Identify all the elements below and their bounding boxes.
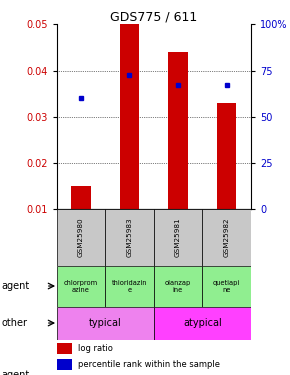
Bar — [57, 266, 105, 306]
Text: agent: agent — [1, 370, 30, 375]
Text: percentile rank within the sample: percentile rank within the sample — [78, 360, 220, 369]
Text: thioridazin
e: thioridazin e — [112, 279, 147, 292]
Text: quetiapi
ne: quetiapi ne — [213, 279, 240, 292]
Bar — [168, 52, 188, 209]
Bar — [154, 209, 202, 266]
Title: GDS775 / 611: GDS775 / 611 — [110, 10, 197, 23]
Text: atypical: atypical — [183, 318, 222, 328]
Bar — [71, 186, 90, 209]
Bar — [217, 103, 236, 209]
Bar — [202, 266, 251, 306]
Bar — [57, 209, 105, 266]
Bar — [120, 24, 139, 209]
Bar — [105, 266, 154, 306]
Bar — [105, 209, 154, 266]
Bar — [57, 343, 72, 354]
Bar — [57, 306, 154, 339]
Text: GSM25982: GSM25982 — [224, 217, 230, 257]
Text: chlorprom
azine: chlorprom azine — [64, 279, 98, 292]
Text: GSM25981: GSM25981 — [175, 217, 181, 257]
Bar — [57, 358, 72, 370]
Text: agent: agent — [1, 281, 30, 291]
Text: olanzap
ine: olanzap ine — [165, 279, 191, 292]
Text: typical: typical — [89, 318, 122, 328]
Text: log ratio: log ratio — [78, 344, 113, 353]
Bar — [202, 209, 251, 266]
Bar — [154, 306, 251, 339]
Text: GSM25983: GSM25983 — [126, 217, 133, 257]
Text: other: other — [1, 318, 28, 328]
Bar — [154, 266, 202, 306]
Text: GSM25980: GSM25980 — [78, 217, 84, 257]
